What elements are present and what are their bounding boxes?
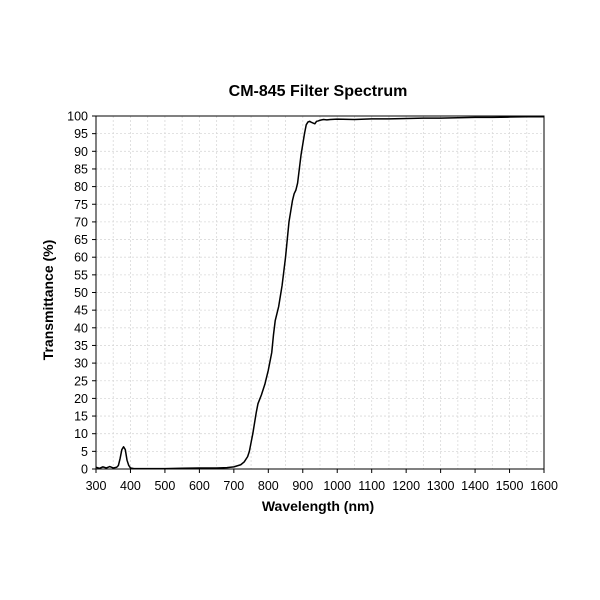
y-tick-label: 10 <box>74 427 88 441</box>
y-tick-label: 50 <box>74 286 88 300</box>
y-tick-label: 70 <box>74 215 88 229</box>
y-tick-label: 65 <box>74 233 88 247</box>
y-tick-label: 35 <box>74 339 88 353</box>
y-tick-label: 15 <box>74 410 88 424</box>
y-tick-label: 40 <box>74 321 88 335</box>
x-tick-label: 1000 <box>323 479 351 493</box>
x-tick-label: 1100 <box>358 479 385 493</box>
tick-layer: 300 400 500 600 700 800 900 1000 1100 1200 1300 140… <box>67 110 558 494</box>
x-tick-label: 1200 <box>392 479 420 493</box>
x-tick-label: 300 <box>86 479 107 493</box>
x-tick-label: 1300 <box>427 479 455 493</box>
x-tick-label: 700 <box>223 479 244 493</box>
grid-layer <box>96 116 544 469</box>
y-tick-label: 75 <box>74 198 88 212</box>
transmittance-line <box>95 115 544 470</box>
y-tick-label: 25 <box>74 374 88 388</box>
y-axis-label: Transmittance (%) <box>40 240 56 361</box>
y-tick-label: 5 <box>81 445 88 459</box>
x-tick-label: 600 <box>189 479 210 493</box>
x-tick-label: 900 <box>292 479 313 493</box>
y-tick-label: 95 <box>74 127 88 141</box>
y-tick-label: 30 <box>74 357 88 371</box>
y-tick-label: 90 <box>74 145 88 159</box>
y-tick-label: 100 <box>67 110 88 124</box>
x-tick-label: 1400 <box>461 479 489 493</box>
x-tick-label: 1600 <box>530 479 558 493</box>
y-tick-label: 60 <box>74 251 88 265</box>
x-tick-label: 500 <box>154 479 175 493</box>
y-tick-label: 0 <box>81 463 88 477</box>
x-tick-label: 400 <box>120 479 141 493</box>
y-tick-label: 20 <box>74 392 88 406</box>
x-tick-label: 800 <box>258 479 279 493</box>
x-tick-label: 1500 <box>496 479 524 493</box>
y-tick-label: 80 <box>74 180 88 194</box>
x-axis-label: Wavelength (nm) <box>262 498 374 514</box>
y-tick-label: 45 <box>74 304 88 318</box>
series-layer <box>95 115 544 470</box>
y-tick-label: 85 <box>74 162 88 176</box>
y-tick-label: 55 <box>74 268 88 282</box>
chart-title: CM-845 Filter Spectrum <box>229 83 408 100</box>
